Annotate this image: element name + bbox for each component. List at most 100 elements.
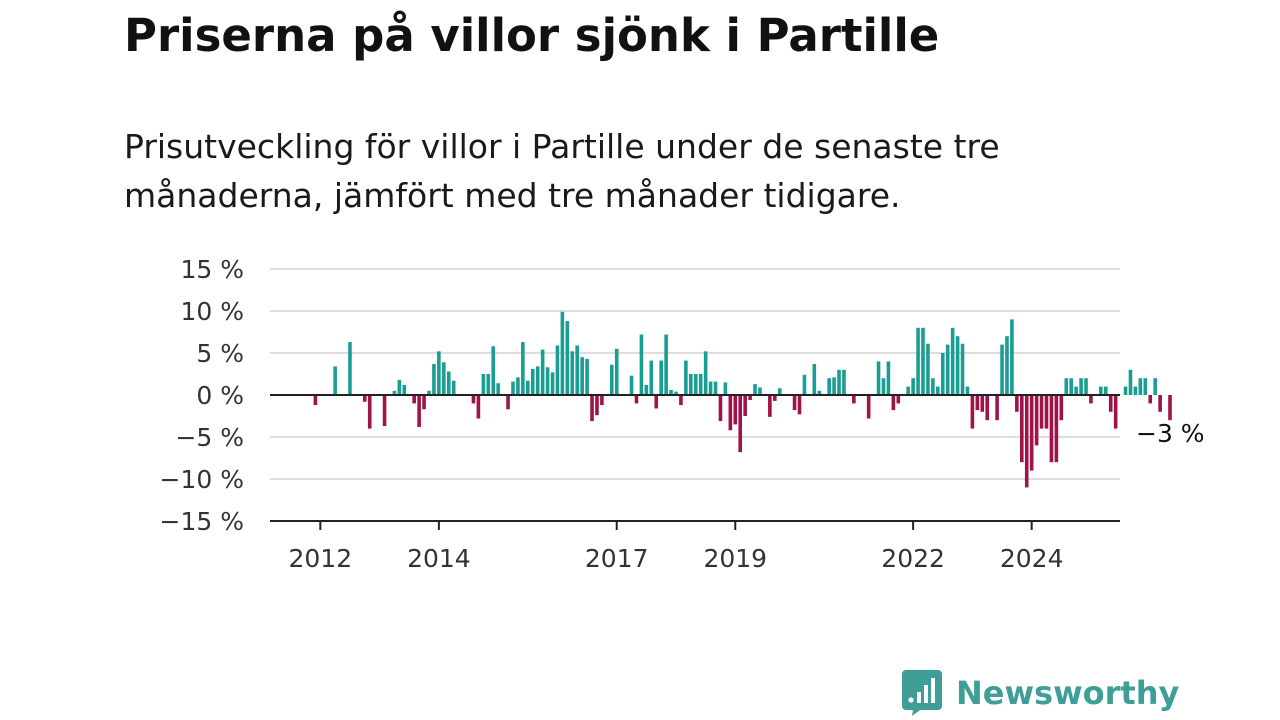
page-title: Priserna på villor sjönk i Partille (124, 9, 940, 62)
bar (526, 380, 530, 395)
x-tick-label: 2019 (703, 544, 767, 573)
bar (555, 345, 560, 395)
bar (367, 395, 372, 429)
bar (1133, 386, 1138, 395)
bar (575, 345, 579, 395)
bar (837, 369, 841, 395)
bar (565, 321, 570, 395)
bar (614, 348, 619, 395)
bar (1029, 395, 1034, 471)
bar (911, 378, 915, 395)
bar (674, 391, 678, 395)
bar (945, 344, 950, 395)
bar (669, 389, 673, 395)
bar (758, 387, 762, 395)
x-axis-labels: 2012 2014 2017 2019 2022 2024 (289, 544, 1064, 573)
bar (382, 395, 387, 427)
bar (926, 343, 930, 395)
bar (891, 395, 896, 411)
bar (866, 395, 871, 419)
bar (832, 377, 836, 395)
bar (950, 327, 955, 395)
chart-subtitle: Prisutveckling för villor i Partille und… (124, 127, 1000, 215)
bar (817, 390, 822, 395)
bar (876, 361, 881, 395)
bar (738, 395, 743, 453)
bar (521, 342, 525, 395)
bar (1000, 344, 1004, 395)
bar (585, 358, 589, 395)
y-tick-label: 5 % (196, 339, 244, 368)
bar (1128, 369, 1133, 395)
bar (777, 388, 782, 395)
bar (1024, 395, 1029, 488)
bar (471, 395, 476, 404)
bar (1069, 378, 1073, 395)
bar (703, 351, 708, 395)
bar (713, 381, 718, 395)
bar (881, 378, 886, 395)
bar (1049, 395, 1054, 463)
y-tick-label: −5 % (175, 423, 244, 452)
bar (437, 351, 441, 395)
bar (931, 378, 935, 395)
bar (1103, 386, 1108, 395)
bar (609, 364, 614, 395)
bar (921, 327, 925, 395)
bar (753, 384, 757, 395)
bar (560, 311, 565, 395)
brand-name: Newsworthy (956, 674, 1180, 712)
bar (1143, 378, 1148, 395)
bar (516, 377, 520, 395)
bar (1010, 319, 1014, 395)
bar (773, 395, 777, 401)
bar (313, 395, 318, 406)
bar (639, 334, 644, 395)
bar (955, 336, 960, 395)
x-tick-label: 2017 (585, 544, 649, 573)
bar (491, 346, 496, 395)
x-tick-label: 2024 (1000, 544, 1064, 573)
bar (1044, 395, 1049, 429)
bar (1020, 395, 1024, 463)
bar (362, 395, 367, 402)
bar (580, 357, 584, 395)
bar (1054, 395, 1059, 463)
bar (348, 342, 352, 395)
bar (1064, 378, 1069, 395)
latest-value-label: −3 % (1136, 419, 1205, 448)
bar (1099, 386, 1103, 395)
bar (975, 395, 980, 411)
bar (595, 395, 599, 416)
bar (802, 374, 807, 395)
bar (644, 384, 649, 395)
bar (698, 374, 703, 395)
bar (743, 395, 747, 416)
bar (1034, 395, 1039, 446)
bar (570, 351, 575, 395)
bar (333, 366, 337, 395)
bar (540, 349, 545, 395)
bar (1113, 395, 1118, 429)
bar (654, 395, 659, 409)
bar (960, 343, 965, 395)
bar (936, 386, 940, 395)
bar (481, 374, 486, 395)
y-tick-label: 0 % (196, 381, 244, 410)
bar (995, 395, 999, 421)
bar (748, 395, 752, 401)
y-tick-label: 10 % (180, 297, 244, 326)
bars (313, 311, 1172, 488)
bar (693, 374, 698, 395)
bar (797, 395, 802, 415)
y-axis-labels: 15 % 10 % 5 % 0 % −5 % −10 % −15 % (160, 255, 244, 536)
bar (886, 361, 891, 395)
bar (896, 395, 901, 404)
bar (916, 327, 920, 395)
bar (1059, 395, 1064, 421)
bar (506, 395, 510, 410)
y-tick-label: −15 % (160, 507, 244, 536)
bar (792, 395, 797, 411)
bar (446, 371, 451, 395)
bar (768, 395, 772, 417)
